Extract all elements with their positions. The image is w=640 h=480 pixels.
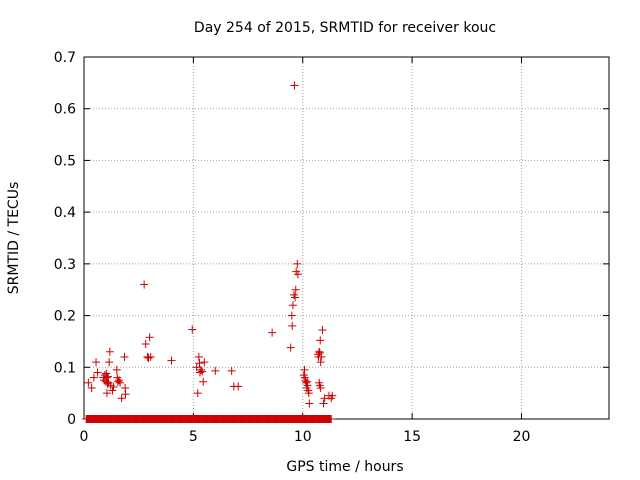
data-point [198, 367, 207, 376]
data-point [319, 399, 328, 408]
data-point [195, 359, 204, 368]
x-tick-label: 20 [513, 429, 531, 445]
x-tick-label: 5 [189, 429, 198, 445]
data-point [293, 270, 302, 279]
gridlines [84, 57, 609, 419]
data-point [188, 325, 197, 334]
data-point [286, 343, 295, 352]
data-point [304, 389, 313, 398]
data-point [192, 363, 201, 372]
data-point [316, 383, 325, 392]
y-tick-label: 0.4 [54, 205, 76, 221]
data-point [167, 356, 176, 365]
data-point [102, 373, 111, 382]
data-point [288, 301, 297, 310]
data-point [112, 365, 121, 374]
data-point [194, 352, 203, 361]
y-tick-label: 0.7 [54, 50, 76, 66]
data-point [109, 382, 118, 391]
data-point [327, 415, 336, 423]
data-point [300, 365, 309, 374]
data-point [288, 321, 297, 330]
y-tick-label: 0 [67, 412, 76, 428]
data-point [268, 328, 277, 337]
data-points [82, 81, 337, 423]
data-point [105, 347, 114, 356]
data-point [145, 333, 154, 342]
data-point [291, 293, 300, 302]
y-axis-label: SRMTID / TECUs [6, 182, 22, 295]
data-point [234, 382, 243, 391]
data-point [197, 365, 206, 374]
y-tick-label: 0.3 [54, 257, 76, 273]
data-point [315, 347, 324, 356]
data-point [318, 326, 327, 335]
y-tick-label: 0.1 [54, 360, 76, 376]
data-point [316, 358, 325, 367]
data-point [140, 280, 149, 289]
axis-ticks: 0 5 10 15 20 0 0.1 0.2 0.3 0.4 0.5 0.6 0.7 [54, 50, 609, 445]
x-tick-label: 15 [403, 429, 421, 445]
data-point [291, 285, 300, 294]
x-tick-label: 10 [294, 429, 312, 445]
y-tick-label: 0.2 [54, 309, 76, 325]
data-point [317, 352, 326, 361]
y-tick-label: 0.5 [54, 153, 76, 169]
data-point [200, 358, 209, 367]
data-point [87, 383, 96, 392]
x-tick-label: 0 [80, 429, 89, 445]
data-point [193, 389, 202, 398]
data-point [117, 394, 126, 403]
data-point [315, 348, 324, 357]
plot-frame [83, 56, 610, 420]
data-point [316, 336, 325, 345]
data-point [227, 366, 236, 375]
data-point [108, 386, 117, 395]
data-point [116, 378, 125, 387]
data-point [120, 352, 129, 361]
data-point [199, 377, 208, 386]
data-point [93, 368, 102, 377]
data-point [89, 373, 98, 382]
data-point [305, 399, 314, 408]
data-point [211, 366, 220, 375]
data-point [290, 81, 299, 90]
chart-title: Day 254 of 2015, SRMTID for receiver kou… [194, 20, 496, 36]
data-point [92, 358, 101, 367]
data-point [102, 389, 111, 398]
data-point [105, 358, 114, 367]
data-point [84, 378, 93, 387]
data-point [328, 391, 337, 400]
data-point [141, 340, 150, 349]
data-point [293, 259, 302, 268]
data-point [287, 311, 296, 320]
data-point [303, 381, 312, 390]
data-point [146, 352, 155, 361]
x-axis-label: GPS time / hours [286, 459, 403, 475]
data-point [121, 390, 130, 399]
y-tick-label: 0.6 [54, 102, 76, 118]
